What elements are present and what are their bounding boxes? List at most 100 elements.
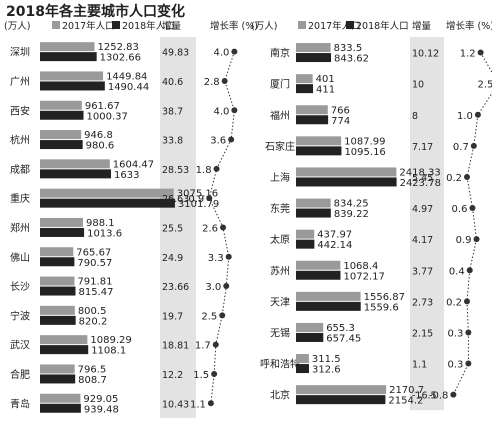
growth-header: 增长率 (%) — [446, 20, 492, 32]
growth-line — [452, 52, 492, 395]
growth-label: 0.6 — [452, 204, 468, 215]
bar-2017 — [40, 276, 75, 286]
growth-point — [465, 360, 472, 367]
growth-label: 3.3 — [208, 253, 224, 264]
increase-value: 26.63 — [162, 194, 189, 205]
category-label: 长沙 — [10, 281, 30, 293]
growth-label: 4.0 — [213, 106, 229, 117]
category-label: 厦门 — [270, 78, 290, 91]
category-label: 杭州 — [10, 134, 30, 147]
growth-label: 1.7 — [195, 341, 211, 352]
growth-point — [450, 391, 457, 398]
growth-label: 0.2 — [446, 297, 462, 308]
increase-value: 24.9 — [162, 253, 183, 264]
bar-2018 — [40, 374, 76, 384]
bar-2017 — [296, 43, 331, 53]
growth-point — [228, 136, 235, 143]
value-label-2017: 833.5 — [334, 43, 363, 54]
bar-2017 — [40, 393, 81, 403]
growth-point — [225, 253, 232, 260]
value-label-2018: 980.6 — [86, 141, 115, 152]
growth-point — [207, 400, 214, 407]
value-label-2017: 655.3 — [326, 323, 355, 334]
bar-2017 — [40, 217, 83, 227]
increase-band — [160, 37, 196, 418]
value-label-2018: 1490.44 — [108, 82, 149, 93]
value-label-2017: 929.05 — [83, 394, 118, 405]
growth-label: -0.8 — [429, 391, 449, 402]
category-label: 佛山 — [10, 251, 30, 264]
bar-2018 — [296, 270, 341, 280]
bar-2017 — [296, 291, 361, 301]
growth-point — [212, 341, 219, 348]
increase-band — [410, 37, 444, 411]
growth-point — [465, 329, 472, 336]
value-label-2018: 820.2 — [79, 316, 108, 327]
value-label-2018: 2423.78 — [400, 178, 441, 189]
bar-2018 — [40, 52, 97, 62]
increase-value: 10.43 — [162, 399, 189, 410]
growth-point — [220, 224, 227, 231]
value-label-2017: 3075.16 — [177, 189, 218, 200]
value-label-2018: 790.57 — [77, 258, 112, 269]
value-label-2018: 839.22 — [334, 209, 369, 220]
category-label: 深圳 — [10, 47, 30, 59]
value-label-2017: 437.97 — [317, 230, 352, 241]
bar-2018 — [40, 81, 105, 91]
bar-2018 — [40, 110, 84, 120]
growth-point — [466, 267, 473, 274]
increase-value: 10.12 — [412, 49, 439, 60]
growth-label: 0.2 — [446, 173, 462, 184]
growth-point — [223, 283, 230, 290]
value-label-2018: 815.47 — [78, 287, 113, 298]
category-label: 西安 — [10, 104, 30, 117]
growth-label: 0.3 — [447, 360, 463, 371]
value-label-2018: 1000.37 — [87, 111, 128, 122]
value-label-2017: 1604.47 — [113, 159, 154, 170]
growth-label: 0.3 — [447, 328, 463, 339]
bar-2018 — [296, 332, 324, 342]
increase-value: 8 — [412, 111, 418, 122]
growth-label: 1.2 — [460, 49, 476, 60]
bar-2018 — [40, 315, 76, 325]
value-label-2018: 657.45 — [326, 333, 361, 344]
value-label-2017: 1068.4 — [343, 261, 378, 272]
category-label: 武汉 — [10, 339, 30, 352]
value-label-2018: 1013.6 — [87, 228, 122, 239]
growth-label: 1.5 — [193, 370, 209, 381]
value-label-2018: 442.14 — [317, 240, 352, 251]
increase-value: 2.73 — [412, 297, 433, 308]
increase-value: 2.15 — [412, 328, 433, 339]
value-label-2018: 2154.2 — [388, 396, 423, 407]
legend-swatch-2017 — [298, 21, 306, 29]
bar-2018 — [40, 169, 112, 179]
bar-2017 — [40, 335, 88, 345]
increase-value: 19.7 — [162, 311, 183, 322]
bar-2017 — [40, 130, 82, 140]
value-label-2017: 765.67 — [76, 247, 111, 258]
growth-label: 0.9 — [188, 194, 204, 205]
category-label: 南京 — [270, 47, 290, 60]
bar-2018 — [296, 395, 386, 405]
growth-point — [231, 48, 238, 55]
value-label-2017: 1252.83 — [97, 42, 138, 53]
growth-point — [464, 173, 470, 180]
category-label: 呼和浩特 — [260, 359, 300, 371]
growth-label: 4.0 — [213, 48, 229, 59]
category-label: 东莞 — [270, 202, 290, 215]
growth-point — [211, 370, 218, 377]
bar-2017 — [296, 385, 387, 395]
increase-header: 增量 — [412, 20, 432, 32]
value-label-2017: 796.5 — [78, 364, 107, 375]
value-label-2018: 939.48 — [84, 404, 119, 415]
bar-2018 — [296, 53, 332, 63]
growth-point — [469, 205, 476, 212]
growth-point — [464, 298, 470, 305]
value-label-2018: 312.6 — [312, 365, 341, 376]
increase-value: 40.6 — [162, 77, 183, 88]
value-label-2017: 766 — [331, 105, 350, 116]
value-label-2017: 1556.87 — [364, 292, 405, 303]
bar-2017 — [40, 71, 104, 81]
